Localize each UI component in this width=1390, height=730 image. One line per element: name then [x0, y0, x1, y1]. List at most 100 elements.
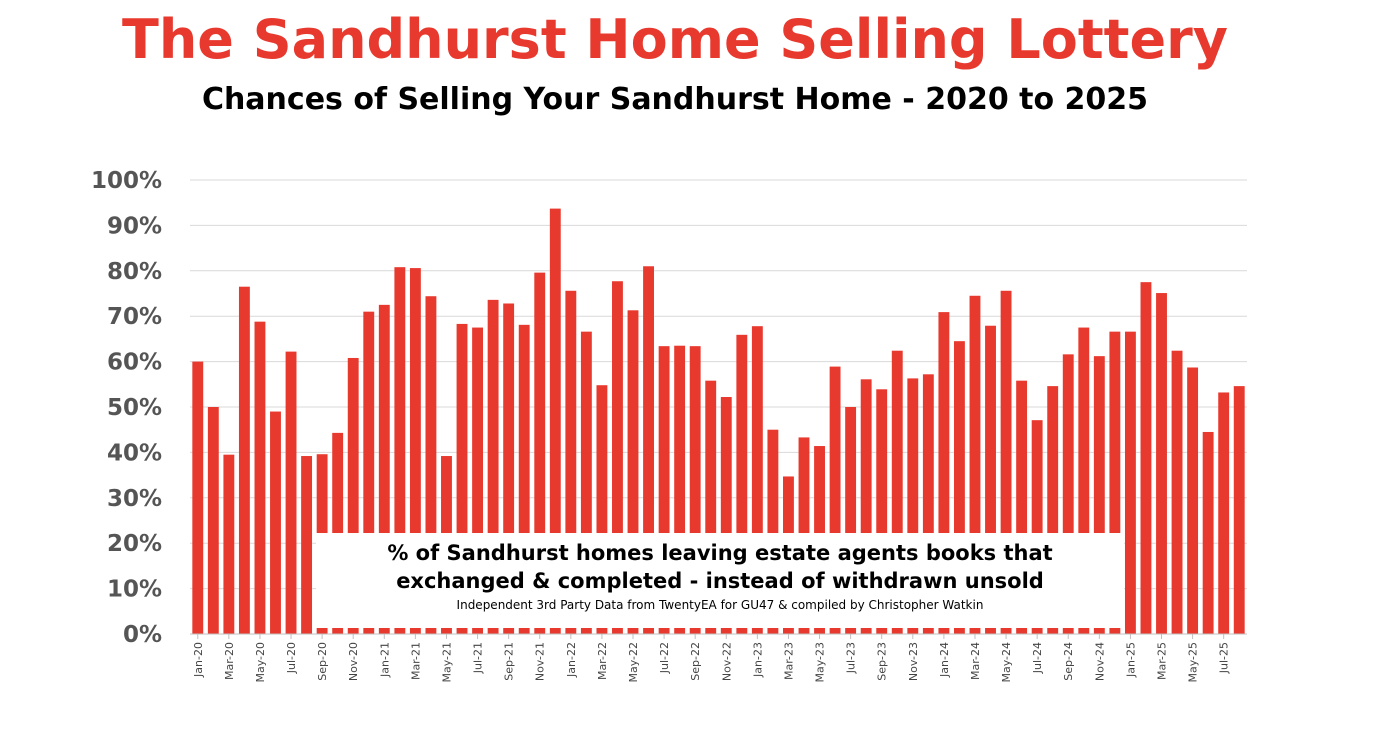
x-tick-label: May-22	[627, 642, 640, 683]
annotation-box: % of Sandhurst homes leaving estate agen…	[316, 533, 1124, 628]
chart-subtitle: Chances of Selling Your Sandhurst Home -…	[201, 82, 1149, 117]
bar-Apr-20	[238, 286, 250, 634]
bar-Aug-22	[674, 345, 686, 634]
y-tick-label: 50%	[107, 395, 162, 421]
bar-Sep-23	[876, 389, 888, 634]
x-tick-label: May-21	[440, 642, 453, 683]
bar-Sep-21	[503, 303, 515, 634]
bar-Jun-22	[643, 266, 654, 634]
y-tick-label: 0%	[123, 622, 162, 648]
bar-Nov-21	[534, 272, 546, 634]
y-axis: 0% 10% 20% 30% 40% 50% 60% 70% 80% 90% 100%	[91, 168, 162, 648]
bar-Oct-21	[518, 324, 530, 634]
bar-Jul-25	[1218, 392, 1230, 634]
bar-Jun-20	[270, 411, 281, 634]
bar-Jan-20	[192, 361, 204, 634]
x-tick-label: Nov-20	[347, 642, 360, 681]
bar-Nov-22	[720, 397, 732, 634]
x-tick-label: Mar-21	[409, 642, 422, 680]
bar-Nov-23	[907, 378, 919, 634]
bar-May-22	[627, 310, 639, 634]
bar-Apr-22	[612, 281, 623, 634]
y-tick-label: 100%	[91, 168, 162, 194]
y-tick-label: 60%	[107, 350, 162, 376]
bar-Jun-21	[456, 323, 468, 634]
x-tick-label: Nov-24	[1093, 642, 1106, 681]
x-tick-label: May-25	[1187, 642, 1200, 683]
bar-Jul-20	[285, 351, 297, 634]
bar-Dec-21	[549, 208, 561, 634]
bar-Oct-22	[705, 380, 717, 634]
y-tick-label: 70%	[107, 304, 162, 330]
bar-Nov-24	[1093, 356, 1105, 634]
bar-Jun-24	[1016, 380, 1028, 634]
bar-Aug-25	[1233, 386, 1245, 634]
bar-Mar-25	[1156, 293, 1167, 634]
bar-Apr-21	[425, 296, 437, 634]
bar-Jun-23	[829, 366, 841, 634]
x-tick-label: Jul-21	[472, 642, 485, 674]
bar-Dec-23	[922, 374, 934, 634]
bar-Aug-21	[487, 299, 499, 634]
bar-Jul-22	[658, 346, 670, 634]
bar-Mar-24	[969, 295, 981, 634]
bar-Aug-20	[301, 456, 313, 634]
bar-Mar-22	[596, 385, 608, 634]
x-tick-label: May-20	[254, 642, 267, 683]
x-tick-label: Mar-25	[1156, 642, 1169, 680]
x-tick-label: May-23	[814, 642, 827, 683]
x-tick-label: Mar-24	[969, 642, 982, 680]
bar-Feb-20	[207, 407, 219, 634]
bar-Feb-22	[580, 331, 592, 634]
annotation-line-1: % of Sandhurst homes leaving estate agen…	[387, 541, 1053, 565]
x-tick-label: Nov-21	[534, 642, 547, 681]
bar-Dec-20	[363, 311, 375, 634]
bar-Jan-21	[378, 304, 390, 634]
annotation-source: Independent 3rd Party Data from TwentyEA…	[456, 598, 984, 612]
y-tick-label: 10%	[107, 577, 162, 603]
bar-Jan-23	[751, 326, 763, 634]
bar-May-24	[1000, 290, 1012, 634]
bar-May-25	[1187, 367, 1199, 634]
bar-Dec-22	[736, 334, 748, 634]
bar-Jul-24	[1031, 420, 1043, 634]
x-axis: Jan-20 Mar-20 May-20 Jul-20 Sep-20 Nov-20 Jan-…	[192, 634, 1231, 683]
x-tick-label: Jul-20	[285, 642, 298, 674]
bar-Apr-24	[985, 325, 996, 634]
bar-Jun-25	[1202, 431, 1214, 634]
bar-Jan-24	[938, 312, 950, 634]
bar-Jul-21	[472, 327, 484, 634]
annotation-line-2: exchanged & completed - instead of withd…	[396, 569, 1044, 593]
x-tick-label: Jan-23	[751, 642, 764, 678]
x-tick-label: Nov-22	[720, 642, 733, 681]
bar-Sep-24	[1062, 354, 1074, 634]
x-tick-label: Mar-20	[223, 642, 236, 680]
y-tick-label: 30%	[107, 486, 162, 512]
x-tick-label: Jul-22	[658, 642, 671, 674]
bar-Jan-22	[565, 290, 577, 634]
x-tick-label: Sep-23	[876, 642, 889, 681]
x-tick-label: Sep-20	[316, 642, 329, 681]
x-tick-label: Jan-25	[1124, 642, 1137, 678]
bar-Feb-23	[767, 429, 779, 634]
x-tick-label: Jan-20	[192, 642, 205, 678]
x-tick-label: Jan-21	[378, 642, 391, 678]
y-tick-label: 80%	[107, 259, 162, 285]
bar-Jan-25	[1124, 331, 1136, 634]
x-tick-label: Sep-22	[689, 642, 702, 681]
x-tick-label: Jan-24	[938, 642, 951, 678]
bar-Feb-21	[394, 267, 406, 634]
bar-Nov-20	[347, 357, 359, 634]
bar-Sep-22	[689, 346, 701, 634]
bar-Dec-24	[1109, 331, 1121, 634]
bar-Mar-20	[223, 454, 235, 634]
x-tick-label: Jul-25	[1218, 642, 1231, 674]
bar-May-20	[254, 321, 266, 634]
y-tick-label: 90%	[107, 213, 162, 239]
y-tick-label: 40%	[107, 440, 162, 466]
bar-Aug-23	[860, 379, 872, 634]
x-tick-label: Mar-23	[782, 642, 795, 680]
x-tick-label: Jul-24	[1031, 642, 1044, 674]
bar-Feb-25	[1140, 282, 1152, 634]
